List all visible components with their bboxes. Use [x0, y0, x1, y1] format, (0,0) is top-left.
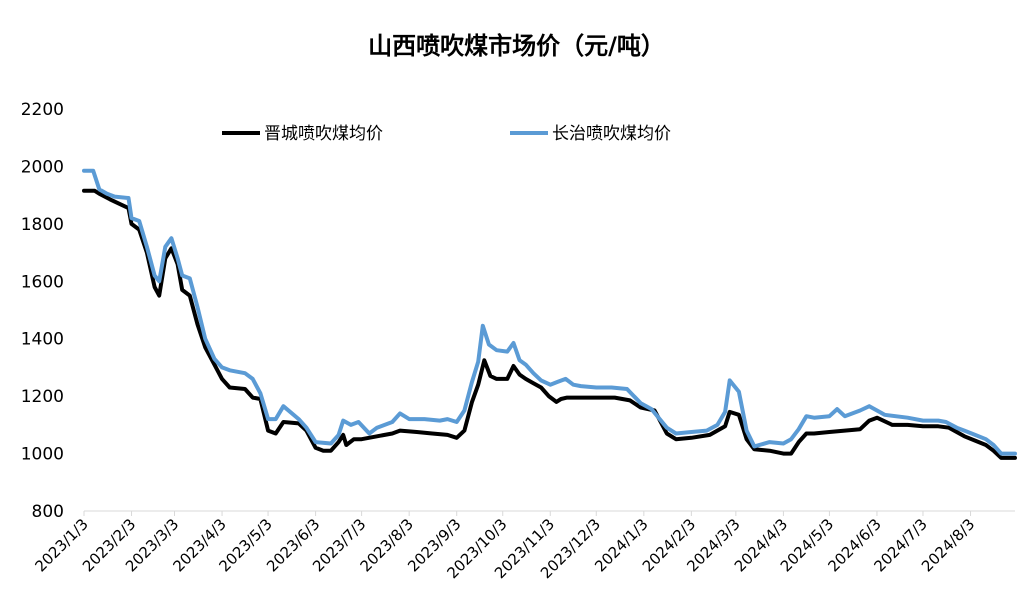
series-lines — [82, 168, 1017, 460]
y-tick-label: 2000 — [21, 157, 64, 177]
legend-label-1: 晋城喷吹煤均价 — [264, 124, 383, 144]
y-tick-label: 1800 — [21, 215, 64, 235]
y-tick-label: 800 — [32, 502, 64, 522]
y-tick-label: 1400 — [21, 330, 64, 350]
chart-title: 山西喷吹煤市场价（元/吨） — [368, 32, 665, 60]
y-tick-label: 1200 — [21, 387, 64, 407]
y-axis-ticks: 800 1000 1200 1400 1600 1800 2000 2200 — [21, 100, 64, 522]
y-tick-label: 1000 — [21, 445, 64, 465]
y-tick-label: 2200 — [21, 100, 64, 120]
legend: 晋城喷吹煤均价 长治喷吹煤均价 — [222, 124, 671, 144]
x-axis-ticks: 2023/1/32023/2/32023/3/32023/4/32023/5/3… — [31, 511, 978, 582]
series-line-2 — [82, 168, 1017, 456]
y-tick-label: 1600 — [21, 272, 64, 292]
legend-label-2: 长治喷吹煤均价 — [552, 124, 671, 144]
series-line-1 — [82, 188, 1017, 460]
